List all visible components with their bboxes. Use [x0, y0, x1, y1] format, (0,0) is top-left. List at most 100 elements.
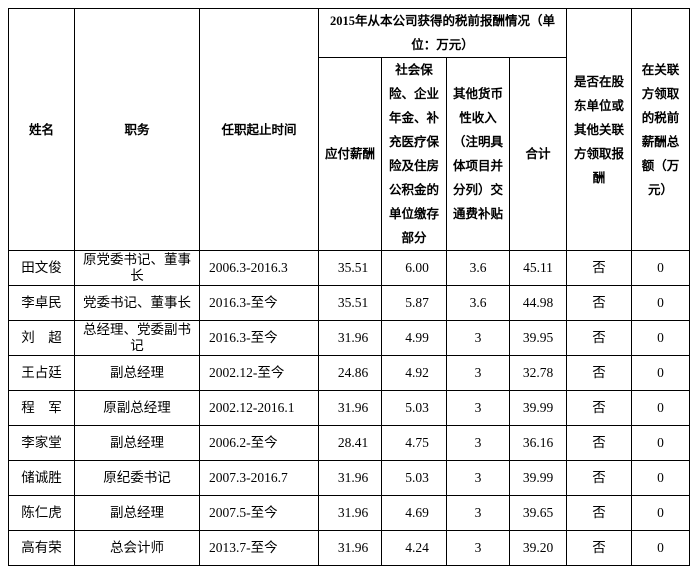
cell-salary: 31.96 [318, 320, 382, 356]
cell-other: 3 [446, 460, 510, 496]
cell-position: 总经理、党委副书记 [74, 320, 200, 356]
cell-salary: 31.96 [318, 495, 382, 531]
cell-position: 副总经理 [74, 495, 200, 531]
header-group-title: 2015年从本公司获得的税前报酬情况（单位：万元） [317, 8, 568, 58]
header-term: 任职起止时间 [199, 8, 319, 251]
cell-term: 2002.12-2016.1 [199, 390, 319, 426]
cell-related: 0 [631, 355, 691, 391]
cell-salary: 28.41 [318, 425, 382, 461]
header-shareholder: 是否在股东单位或其他关联方领取报酬 [566, 8, 633, 251]
cell-salary: 35.51 [318, 250, 382, 286]
cell-insurance: 5.87 [381, 285, 447, 321]
table-body: 田文俊 原党委书记、董事长 2006.3-2016.3 35.51 6.00 3.6 45.… [8, 250, 691, 566]
header-total: 合计 [508, 57, 568, 251]
cell-related: 0 [631, 530, 691, 566]
header-name: 姓名 [8, 8, 75, 251]
cell-insurance: 5.03 [381, 390, 447, 426]
cell-other: 3.6 [446, 250, 510, 286]
cell-position: 副总经理 [74, 355, 200, 391]
cell-salary: 35.51 [318, 285, 382, 321]
cell-other: 3 [446, 495, 510, 531]
cell-position: 原副总经理 [74, 390, 200, 426]
cell-salary: 31.96 [318, 390, 382, 426]
cell-total: 39.99 [508, 390, 568, 426]
cell-insurance: 6.00 [381, 250, 447, 286]
cell-related: 0 [631, 460, 691, 496]
cell-term: 2006.3-2016.3 [199, 250, 319, 286]
cell-term: 2006.2-至今 [199, 425, 319, 461]
cell-insurance: 5.03 [381, 460, 447, 496]
header-other-income: 其他货币性收入（注明具体项目并分列）交通费补贴 [446, 57, 510, 251]
cell-name: 程 军 [8, 390, 75, 426]
cell-other: 3 [446, 390, 510, 426]
header-position: 职务 [74, 8, 200, 251]
header-payable-salary: 应付薪酬 [318, 57, 382, 251]
cell-position: 党委书记、董事长 [74, 285, 200, 321]
cell-other: 3 [446, 355, 510, 391]
cell-related: 0 [631, 390, 691, 426]
cell-related: 0 [631, 425, 691, 461]
table-row: 田文俊 原党委书记、董事长 2006.3-2016.3 35.51 6.00 3.6 45.… [8, 250, 691, 286]
cell-shareholder: 否 [566, 355, 633, 391]
cell-term: 2002.12-至今 [199, 355, 319, 391]
table-row: 储诚胜 原纪委书记 2007.3-2016.7 31.96 5.03 3 39.99 否 0 [8, 460, 691, 496]
cell-shareholder: 否 [566, 460, 633, 496]
cell-salary: 31.96 [318, 460, 382, 496]
cell-name: 田文俊 [8, 250, 75, 286]
header-row-top: 姓名 职务 任职起止时间 2015年从本公司获得的税前报酬情况（单位：万元） 是… [8, 8, 691, 251]
header-related-total: 在关联方领取的税前薪酬总额（万元） [631, 8, 691, 251]
cell-shareholder: 否 [566, 285, 633, 321]
cell-name: 高有荣 [8, 530, 75, 566]
cell-other: 3.6 [446, 285, 510, 321]
cell-salary: 24.86 [318, 355, 382, 391]
table-row: 王占廷 副总经理 2002.12-至今 24.86 4.92 3 32.78 否 0 [8, 355, 691, 391]
cell-related: 0 [631, 285, 691, 321]
cell-name: 王占廷 [8, 355, 75, 391]
cell-position: 总会计师 [74, 530, 200, 566]
cell-other: 3 [446, 320, 510, 356]
cell-insurance: 4.92 [381, 355, 447, 391]
cell-term: 2016.3-至今 [199, 320, 319, 356]
cell-related: 0 [631, 320, 691, 356]
cell-shareholder: 否 [566, 390, 633, 426]
header-insurance: 社会保险、企业年金、补充医疗保险及住房公积金的单位缴存部分 [381, 57, 447, 251]
cell-other: 3 [446, 425, 510, 461]
cell-related: 0 [631, 495, 691, 531]
cell-insurance: 4.99 [381, 320, 447, 356]
table-row: 程 军原副总经理 2002.12-2016.1 31.96 5.03 3 39.99 否 0 [8, 390, 691, 426]
cell-salary: 31.96 [318, 530, 382, 566]
cell-term: 2013.7-至今 [199, 530, 319, 566]
cell-position: 原党委书记、董事长 [74, 250, 200, 286]
cell-related: 0 [631, 250, 691, 286]
cell-total: 36.16 [508, 425, 568, 461]
cell-term: 2007.3-2016.7 [199, 460, 319, 496]
cell-shareholder: 否 [566, 495, 633, 531]
cell-total: 32.78 [508, 355, 568, 391]
cell-other: 3 [446, 530, 510, 566]
cell-name: 储诚胜 [8, 460, 75, 496]
table-row: 高有荣 总会计师 2013.7-至今 31.96 4.24 3 39.20 否 0 [8, 530, 691, 566]
table-row: 李卓民 党委书记、董事长 2016.3-至今 35.51 5.87 3.6 44.98 否 0 [8, 285, 691, 321]
table-row: 李家堂 副总经理 2006.2-至今 28.41 4.75 3 36.16 否 0 [8, 425, 691, 461]
cell-total: 39.95 [508, 320, 568, 356]
compensation-table: 姓名 职务 任职起止时间 2015年从本公司获得的税前报酬情况（单位：万元） 是… [8, 8, 691, 566]
cell-name: 刘 超 [8, 320, 75, 356]
cell-name: 陈仁虎 [8, 495, 75, 531]
cell-term: 2016.3-至今 [199, 285, 319, 321]
cell-term: 2007.5-至今 [199, 495, 319, 531]
cell-insurance: 4.75 [381, 425, 447, 461]
cell-total: 44.98 [508, 285, 568, 321]
cell-shareholder: 否 [566, 250, 633, 286]
cell-total: 39.99 [508, 460, 568, 496]
table-row: 刘 超总经理、党委副书记 2016.3-至今 31.96 4.99 3 39.95 否 0 [8, 320, 691, 356]
table-row: 陈仁虎 副总经理 2007.5-至今 31.96 4.69 3 39.65 否 0 [8, 495, 691, 531]
cell-shareholder: 否 [566, 320, 633, 356]
cell-name: 李家堂 [8, 425, 75, 461]
cell-name: 李卓民 [8, 285, 75, 321]
cell-total: 39.20 [508, 530, 568, 566]
cell-insurance: 4.24 [381, 530, 447, 566]
cell-shareholder: 否 [566, 530, 633, 566]
header-row-sub: 应付薪酬 社会保险、企业年金、补充医疗保险及住房公积金的单位缴存部分 其他货币性… [9, 57, 690, 251]
cell-position: 原纪委书记 [74, 460, 200, 496]
